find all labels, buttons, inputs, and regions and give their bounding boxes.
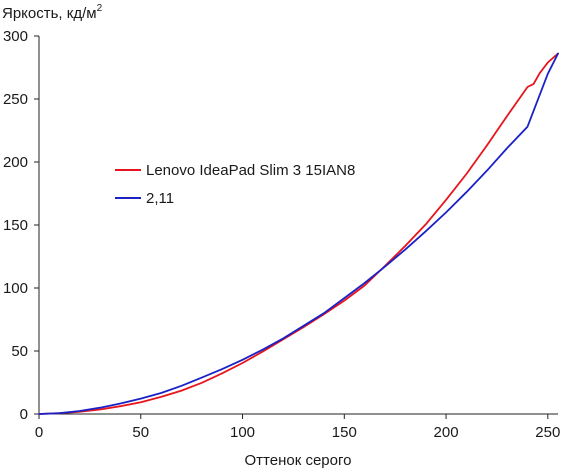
plot-frame <box>38 36 558 415</box>
legend-label-series-2: 2,11 <box>146 190 174 207</box>
y-axis-ticks: 0 50 100 150 200 250 300 <box>3 28 39 423</box>
y-axis-title: Яркость, кд/м2 <box>2 3 103 22</box>
y-tick-label: 50 <box>11 343 28 360</box>
x-tick-label: 150 <box>332 424 357 441</box>
y-axis-title-superscript: 2 <box>97 3 103 14</box>
y-tick-label: 250 <box>3 91 28 108</box>
x-tick-label: 250 <box>535 424 560 441</box>
series-lines <box>38 52 559 415</box>
y-tick-label: 300 <box>3 28 28 45</box>
y-tick-label: 100 <box>3 280 28 297</box>
x-tick-label: 0 <box>35 424 43 441</box>
x-tick-label: 200 <box>434 424 459 441</box>
legend-label-series-1: Lenovo IdeaPad Slim 3 15IAN8 <box>146 162 355 179</box>
x-axis-title: Оттенок серого <box>245 452 352 469</box>
series-line-2 <box>38 52 559 415</box>
x-axis-ticks: 0 50 100 150 200 250 <box>35 414 560 441</box>
y-tick-label: 150 <box>3 217 28 234</box>
series-line-1 <box>38 52 559 415</box>
legend: Lenovo IdeaPad Slim 3 15IAN8 2,11 <box>115 162 355 207</box>
x-tick-label: 50 <box>132 424 149 441</box>
y-tick-label: 0 <box>20 406 28 423</box>
y-tick-label: 200 <box>3 154 28 171</box>
x-tick-label: 100 <box>230 424 255 441</box>
